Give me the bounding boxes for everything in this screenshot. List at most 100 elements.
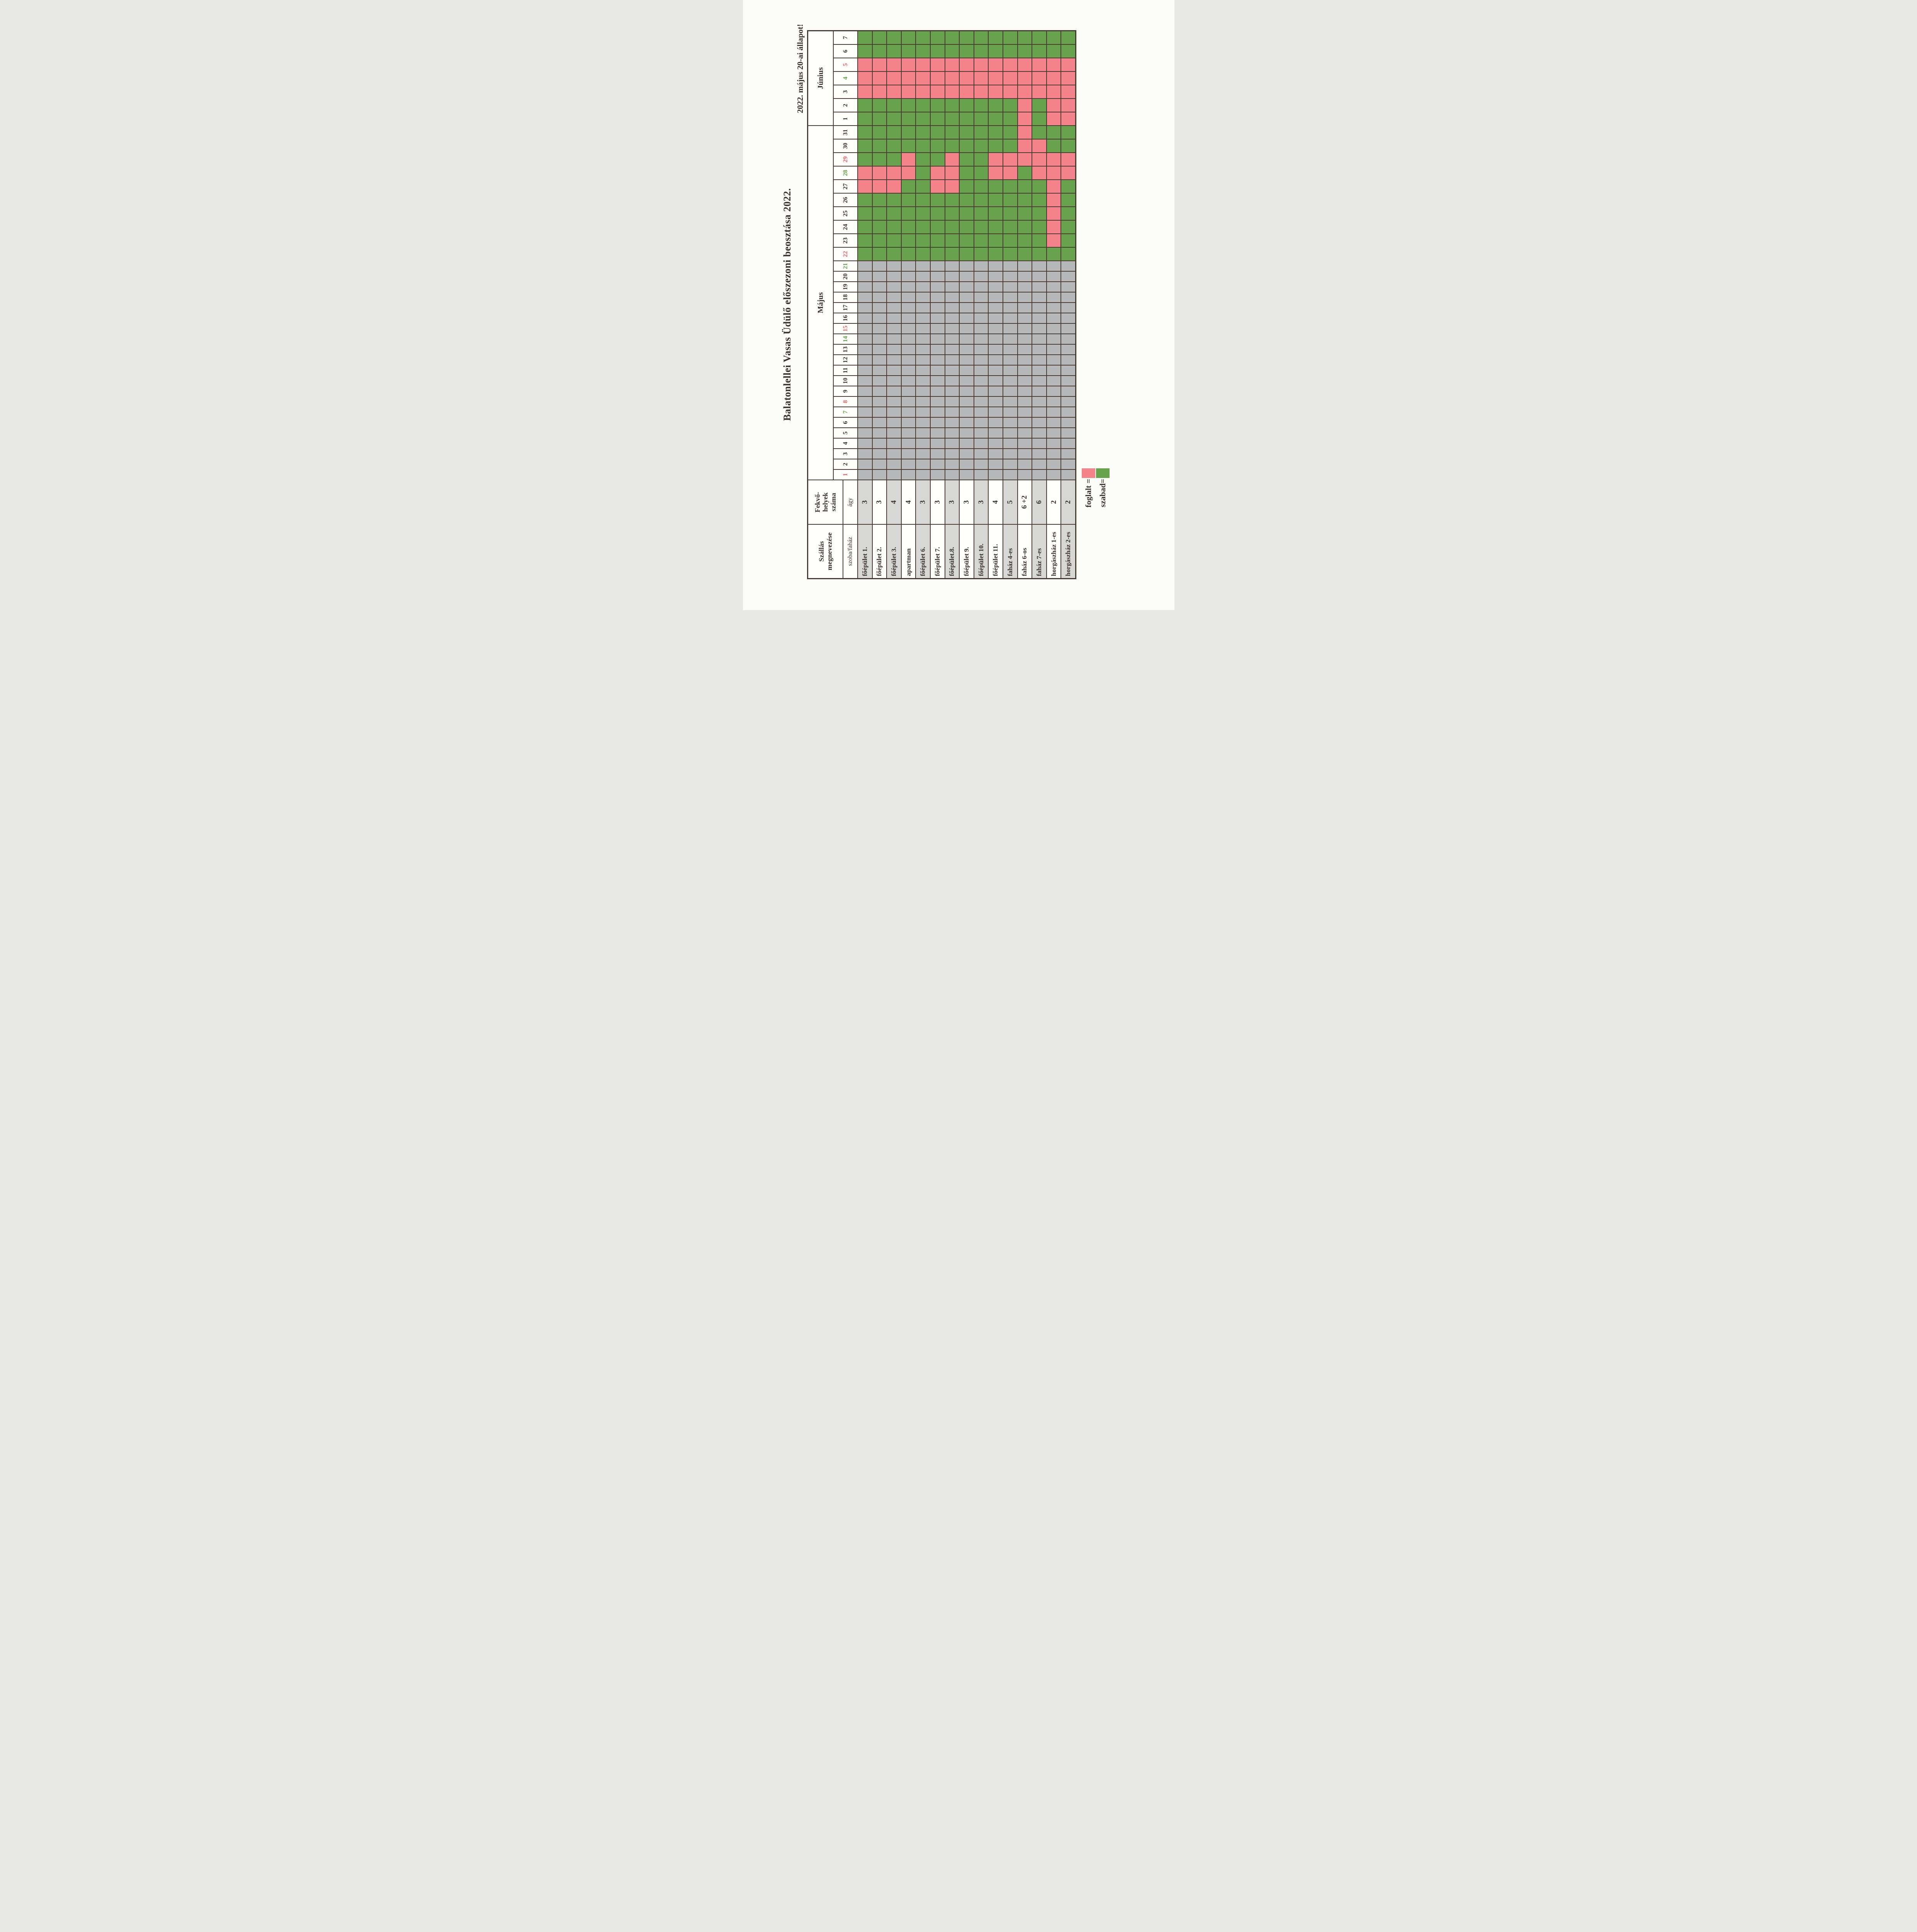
unit-beds: 2 bbox=[1046, 480, 1061, 524]
grid-cell-may-5 bbox=[988, 428, 1003, 438]
grid-cell-may-6 bbox=[1060, 417, 1076, 428]
grid-cell-may-22 bbox=[1060, 247, 1076, 261]
grid-cell-may-21 bbox=[974, 261, 988, 271]
grid-cell-may-5 bbox=[1060, 428, 1076, 438]
grid-cell-may-2 bbox=[915, 459, 930, 469]
grid-cell-may-22 bbox=[857, 247, 872, 261]
unit-name: apartman bbox=[901, 524, 916, 578]
grid-cell-may-25 bbox=[901, 207, 916, 220]
grid-cell-may-6 bbox=[886, 417, 901, 428]
grid-cell-may-17 bbox=[886, 303, 901, 313]
grid-cell-may-18 bbox=[901, 292, 916, 303]
grid-cell-may-8 bbox=[945, 396, 959, 407]
grid-cell-june-1 bbox=[959, 112, 974, 126]
grid-cell-may-6 bbox=[915, 417, 930, 428]
unit-name: horgászház 2-es bbox=[1060, 524, 1076, 578]
grid-cell-june-3 bbox=[1003, 85, 1018, 99]
grid-cell-june-7 bbox=[1046, 31, 1061, 44]
grid-cell-may-16 bbox=[901, 313, 916, 323]
grid-cell-may-19 bbox=[1046, 282, 1061, 292]
grid-cell-may-19 bbox=[901, 282, 916, 292]
grid-cell-june-2 bbox=[1060, 99, 1076, 112]
grid-cell-may-19 bbox=[1003, 282, 1018, 292]
grid-cell-may-10 bbox=[1003, 376, 1018, 386]
grid-cell-may-8 bbox=[959, 396, 974, 407]
grid-cell-june-5 bbox=[857, 58, 872, 71]
grid-cell-may-30 bbox=[857, 139, 872, 153]
grid-cell-may-27 bbox=[857, 180, 872, 193]
grid-cell-may-23 bbox=[959, 234, 974, 247]
grid-cell-may-25 bbox=[974, 207, 988, 220]
grid-cell-may-12 bbox=[872, 355, 887, 365]
grid-cell-may-31 bbox=[1032, 126, 1047, 139]
grid-cell-may-15 bbox=[1003, 323, 1018, 334]
grid-cell-may-18 bbox=[1003, 292, 1018, 303]
grid-cell-may-23 bbox=[945, 234, 959, 247]
grid-cell-may-9 bbox=[901, 386, 916, 396]
grid-cell-may-27 bbox=[1003, 180, 1018, 193]
grid-cell-june-1 bbox=[1060, 112, 1076, 126]
grid-cell-may-14 bbox=[901, 334, 916, 344]
grid-cell-may-18 bbox=[915, 292, 930, 303]
date-header-june-7: 7 bbox=[833, 31, 858, 44]
grid-cell-may-31 bbox=[930, 126, 945, 139]
grid-cell-may-29 bbox=[930, 153, 945, 166]
grid-cell-may-25 bbox=[1017, 207, 1032, 220]
grid-cell-june-3 bbox=[959, 85, 974, 99]
grid-cell-may-21 bbox=[857, 261, 872, 271]
grid-cell-june-5 bbox=[886, 58, 901, 71]
grid-cell-may-20 bbox=[945, 271, 959, 282]
grid-cell-may-5 bbox=[1032, 428, 1047, 438]
grid-cell-may-28 bbox=[1003, 166, 1018, 180]
grid-cell-may-23 bbox=[915, 234, 930, 247]
grid-cell-may-10 bbox=[945, 376, 959, 386]
grid-cell-may-5 bbox=[1017, 428, 1032, 438]
grid-cell-may-31 bbox=[1060, 126, 1076, 139]
grid-cell-may-23 bbox=[1032, 234, 1047, 247]
grid-cell-may-8 bbox=[857, 396, 872, 407]
grid-cell-may-20 bbox=[872, 271, 887, 282]
grid-cell-may-11 bbox=[988, 365, 1003, 376]
grid-cell-may-9 bbox=[886, 386, 901, 396]
grid-cell-may-10 bbox=[1060, 376, 1076, 386]
grid-cell-may-3 bbox=[974, 449, 988, 459]
date-header-may-28: 28 bbox=[833, 166, 858, 180]
grid-cell-may-3 bbox=[1046, 449, 1061, 459]
grid-cell-may-15 bbox=[1032, 323, 1047, 334]
grid-cell-may-23 bbox=[1060, 234, 1076, 247]
grid-cell-may-10 bbox=[857, 376, 872, 386]
grid-cell-may-20 bbox=[1032, 271, 1047, 282]
grid-cell-may-22 bbox=[1046, 247, 1061, 261]
date-header-may-11: 11 bbox=[833, 365, 858, 376]
grid-cell-may-17 bbox=[1003, 303, 1018, 313]
grid-cell-june-4 bbox=[1003, 71, 1018, 85]
grid-cell-may-6 bbox=[1003, 417, 1018, 428]
date-header-may-8: 8 bbox=[833, 396, 858, 407]
grid-cell-may-14 bbox=[959, 334, 974, 344]
grid-cell-may-4 bbox=[872, 438, 887, 449]
grid-cell-may-29 bbox=[1032, 153, 1047, 166]
grid-cell-june-2 bbox=[1003, 99, 1018, 112]
grid-cell-may-2 bbox=[901, 459, 916, 469]
grid-cell-may-1 bbox=[1060, 469, 1076, 480]
grid-cell-may-29 bbox=[1060, 153, 1076, 166]
grid-cell-may-11 bbox=[857, 365, 872, 376]
grid-cell-june-1 bbox=[857, 112, 872, 126]
grid-cell-may-5 bbox=[945, 428, 959, 438]
grid-cell-may-26 bbox=[1046, 193, 1061, 207]
grid-cell-may-11 bbox=[1032, 365, 1047, 376]
grid-cell-may-2 bbox=[1003, 459, 1018, 469]
grid-cell-june-3 bbox=[857, 85, 872, 99]
grid-cell-may-20 bbox=[901, 271, 916, 282]
grid-cell-may-29 bbox=[1046, 153, 1061, 166]
grid-cell-may-25 bbox=[1032, 207, 1047, 220]
grid-cell-may-22 bbox=[974, 247, 988, 261]
grid-cell-june-2 bbox=[872, 99, 887, 112]
grid-cell-may-17 bbox=[930, 303, 945, 313]
grid-cell-may-21 bbox=[1046, 261, 1061, 271]
grid-cell-may-13 bbox=[1046, 344, 1061, 355]
grid-cell-may-14 bbox=[988, 334, 1003, 344]
grid-cell-june-7 bbox=[945, 31, 959, 44]
grid-cell-may-27 bbox=[945, 180, 959, 193]
grid-cell-june-5 bbox=[872, 58, 887, 71]
